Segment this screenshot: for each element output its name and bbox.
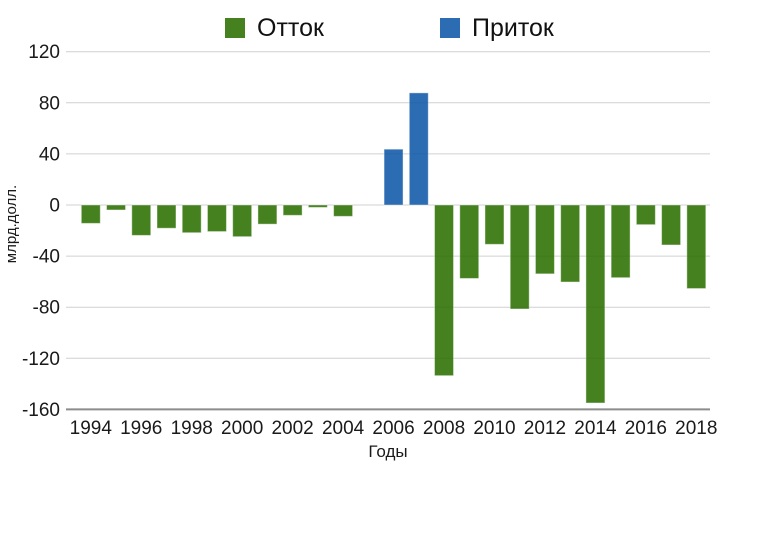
y-axis-title: млрд.долл. (3, 185, 20, 263)
y-tick-label-80: 80 (39, 93, 60, 114)
inflow-legend-label: Приток (472, 14, 554, 42)
bar-1999-Отток (206, 204, 227, 233)
bar-2012-Отток (534, 204, 555, 275)
bar-2007-Приток (408, 92, 429, 206)
bar-2000-Отток (232, 204, 253, 238)
bar-2008-Отток (434, 204, 455, 377)
x-tick-label-2010: 2010 (473, 418, 515, 439)
y-tick-label--120: -120 (22, 349, 60, 370)
bar-2016-Отток (635, 204, 656, 226)
x-tick-label-2018: 2018 (675, 418, 717, 439)
x-tick-label-2008: 2008 (423, 418, 465, 439)
bar-1998-Отток (181, 204, 202, 234)
x-tick-label-2012: 2012 (524, 418, 566, 439)
x-tick-label-2004: 2004 (322, 418, 365, 439)
legend-item-inflow: Приток (440, 14, 554, 42)
bar-2011-Отток (509, 204, 530, 310)
bar-2015-Отток (610, 204, 631, 279)
y-tick-label--80: -80 (33, 298, 60, 319)
bar-2013-Отток (560, 204, 581, 283)
legend: Отток Приток (0, 0, 768, 44)
y-tick-label-120: 120 (28, 42, 60, 63)
bar-2004-Отток (333, 204, 354, 217)
bar-2001-Отток (257, 204, 278, 225)
bar-2017-Отток (661, 204, 682, 246)
x-tick-label-1998: 1998 (171, 418, 213, 439)
bar-1994-Отток (80, 204, 101, 224)
y-tick-label--40: -40 (33, 247, 60, 268)
bar-2018-Отток (686, 204, 707, 290)
bar-2009-Отток (459, 204, 480, 279)
y-tick-label--160: -160 (22, 400, 60, 421)
bar-2010-Отток (484, 204, 505, 245)
y-tick-label-40: 40 (39, 144, 60, 165)
x-tick-label-1994: 1994 (70, 418, 113, 439)
legend-item-outflow: Отток (225, 14, 324, 42)
x-tick-label-2002: 2002 (271, 418, 313, 439)
bar-2002-Отток (282, 204, 303, 216)
x-tick-label-2016: 2016 (625, 418, 667, 439)
x-axis-title: Годы (368, 442, 407, 461)
bar-1995-Отток (106, 204, 127, 211)
inflow-legend-swatch (440, 18, 460, 38)
bar-1996-Отток (131, 204, 152, 236)
x-tick-label-2006: 2006 (372, 418, 414, 439)
outflow-legend-swatch (225, 18, 245, 38)
bar-2014-Отток (585, 204, 606, 404)
bar-2003-Отток (307, 204, 328, 208)
x-tick-label-2000: 2000 (221, 418, 263, 439)
x-tick-label-2014: 2014 (574, 418, 617, 439)
y-tick-label-0: 0 (49, 196, 60, 217)
bar-2006-Приток (383, 148, 404, 206)
x-tick-label-1996: 1996 (120, 418, 162, 439)
bar-1997-Отток (156, 204, 177, 229)
outflow-legend-label: Отток (257, 14, 324, 42)
